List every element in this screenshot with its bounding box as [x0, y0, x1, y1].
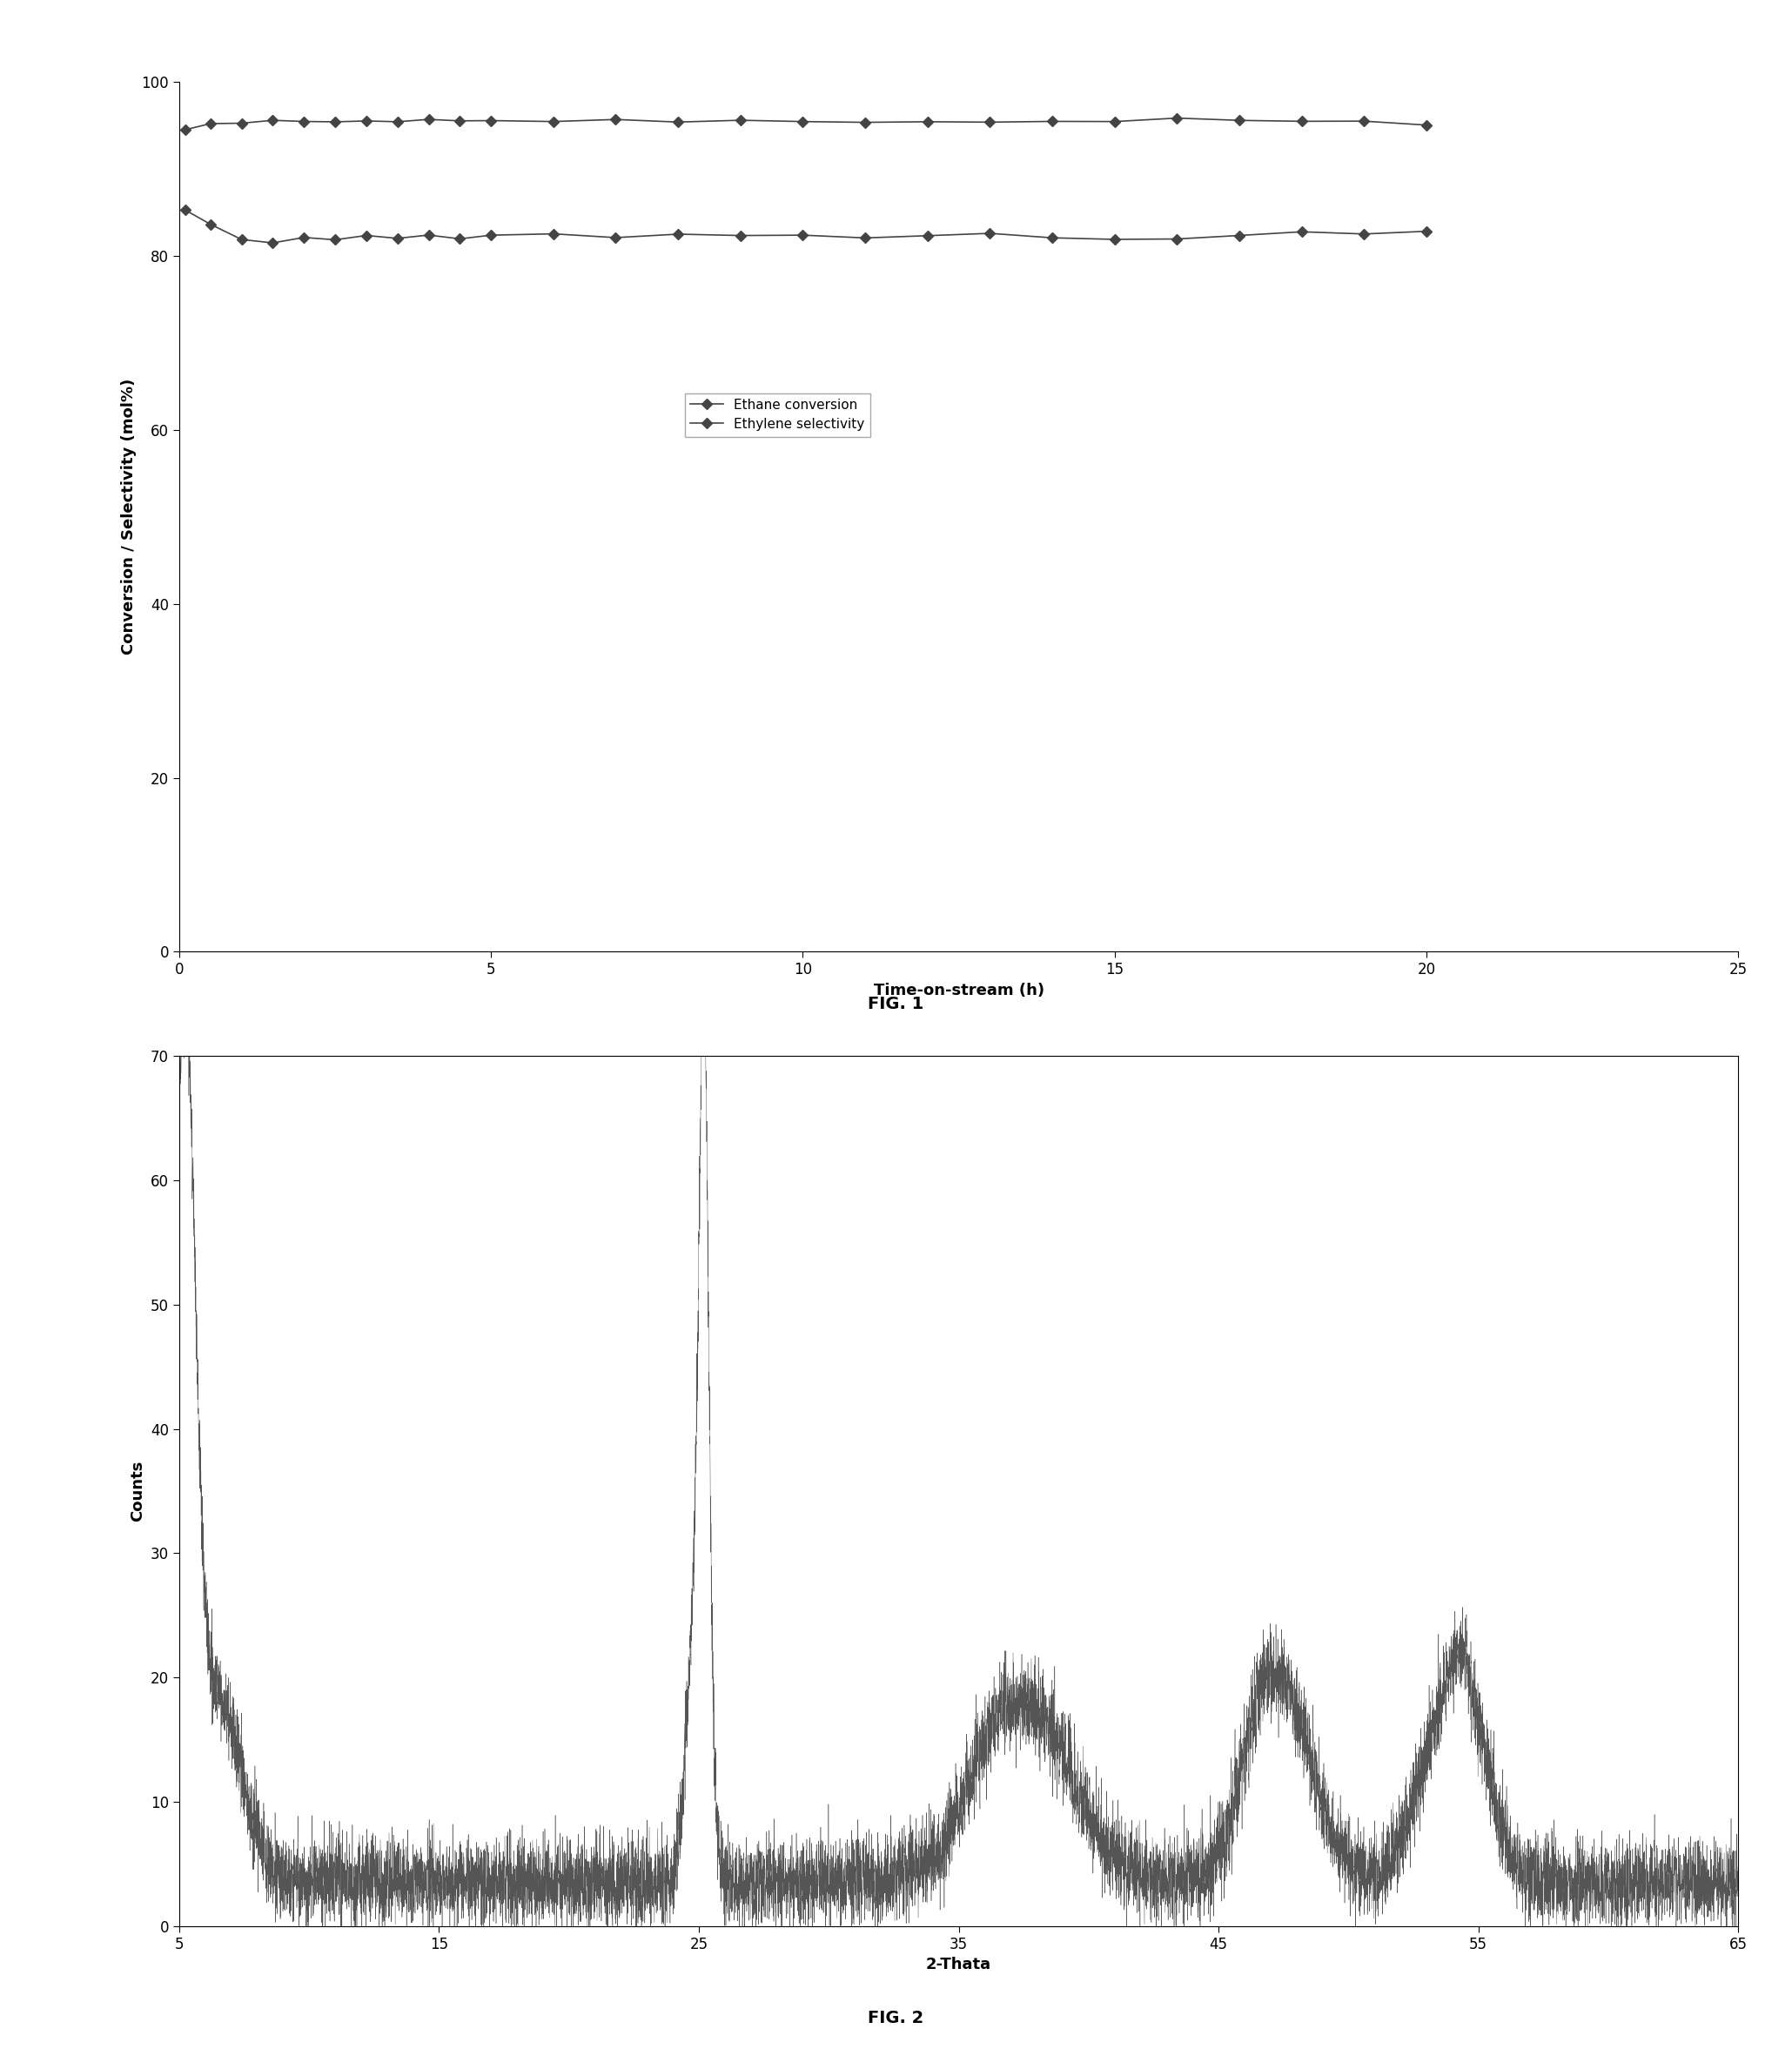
- Ethylene selectivity: [1290, 109, 1312, 133]
- Ethylene selectivity: [262, 109, 283, 133]
- Line: Ethylene selectivity: Ethylene selectivity: [181, 115, 1430, 133]
- Ethylene selectivity: [199, 111, 220, 135]
- Ethane conversion: [355, 223, 376, 248]
- Ethane conversion: [1353, 221, 1374, 246]
- Ethylene selectivity: [294, 109, 315, 133]
- Ethylene selectivity: [792, 109, 814, 133]
- Y-axis label: Conversion / Selectivity (mol%): Conversion / Selectivity (mol%): [120, 379, 136, 656]
- Ethylene selectivity: [729, 109, 751, 133]
- Ethylene selectivity: [855, 111, 876, 135]
- Ethylene selectivity: [1416, 113, 1437, 137]
- Ethane conversion: [1104, 227, 1125, 252]
- Ethane conversion: [1290, 219, 1312, 244]
- Ethane conversion: [231, 227, 253, 252]
- Ethylene selectivity: [1104, 109, 1125, 133]
- Ethylene selectivity: [387, 109, 409, 133]
- Y-axis label: Counts: Counts: [131, 1461, 145, 1522]
- Ethane conversion: [480, 223, 502, 248]
- Ethane conversion: [324, 227, 346, 252]
- Ethylene selectivity: [418, 107, 439, 131]
- Ethane conversion: [199, 211, 220, 236]
- Ethane conversion: [978, 221, 1000, 246]
- Ethane conversion: [1229, 223, 1251, 248]
- Ethane conversion: [294, 225, 315, 250]
- Ethane conversion: [729, 223, 751, 248]
- Ethylene selectivity: [1041, 109, 1063, 133]
- Ethylene selectivity: [231, 111, 253, 135]
- Ethane conversion: [450, 227, 471, 252]
- Ethylene selectivity: [355, 109, 376, 133]
- Ethylene selectivity: [543, 109, 564, 133]
- Ethane conversion: [792, 223, 814, 248]
- Ethylene selectivity: [978, 111, 1000, 135]
- Ethylene selectivity: [1229, 109, 1251, 133]
- Ethylene selectivity: [480, 109, 502, 133]
- Ethylene selectivity: [1353, 109, 1374, 133]
- Ethane conversion: [667, 221, 688, 246]
- Ethane conversion: [918, 223, 939, 248]
- Ethane conversion: [855, 225, 876, 250]
- Ethane conversion: [418, 223, 439, 248]
- Ethylene selectivity: [1167, 107, 1188, 131]
- Line: Ethane conversion: Ethane conversion: [181, 207, 1430, 246]
- Ethylene selectivity: [667, 111, 688, 135]
- Ethane conversion: [1416, 219, 1437, 244]
- Ethane conversion: [543, 221, 564, 246]
- Ethylene selectivity: [606, 107, 627, 131]
- Ethane conversion: [262, 232, 283, 256]
- Ethane conversion: [387, 225, 409, 250]
- Text: FIG. 2: FIG. 2: [867, 2010, 925, 2026]
- Ethane conversion: [1041, 225, 1063, 250]
- Ethylene selectivity: [174, 117, 195, 141]
- X-axis label: Time-on-stream (h): Time-on-stream (h): [873, 984, 1045, 998]
- Ethane conversion: [1167, 227, 1188, 252]
- Text: FIG. 1: FIG. 1: [867, 996, 925, 1012]
- Ethylene selectivity: [918, 109, 939, 133]
- Ethylene selectivity: [450, 109, 471, 133]
- Ethylene selectivity: [324, 109, 346, 133]
- Legend: Ethane conversion, Ethylene selectivity: Ethane conversion, Ethylene selectivity: [685, 393, 871, 436]
- Ethane conversion: [606, 225, 627, 250]
- Ethane conversion: [174, 199, 195, 223]
- X-axis label: 2-Thata: 2-Thata: [926, 1957, 991, 1973]
